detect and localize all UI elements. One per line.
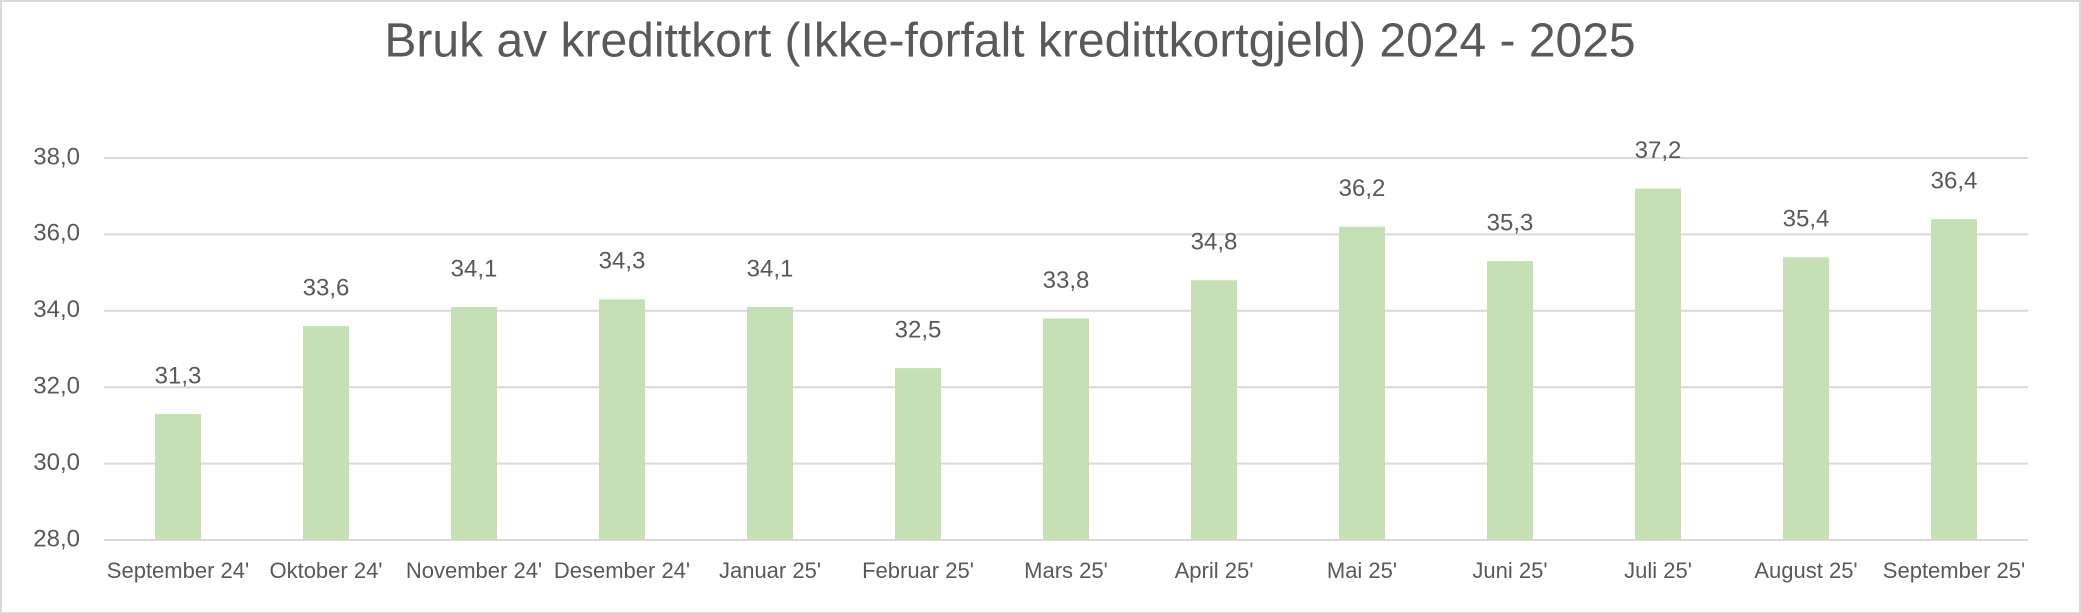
data-label: 32,5 [895, 316, 942, 343]
data-label: 36,2 [1339, 175, 1386, 202]
bar [1043, 318, 1089, 540]
y-tick-label: 38,0 [33, 143, 80, 170]
bar [155, 413, 201, 540]
bar [1783, 257, 1829, 540]
y-tick-label: 36,0 [33, 220, 80, 247]
x-tick-label: September 24' [107, 558, 249, 583]
x-tick-label: Desember 24' [554, 558, 690, 583]
data-label: 34,8 [1191, 229, 1238, 256]
x-tick-label: November 24' [406, 558, 542, 583]
data-label: 33,6 [303, 274, 350, 301]
x-tick-label: Januar 25' [719, 558, 821, 583]
data-label: 34,1 [451, 255, 498, 282]
bar [747, 306, 793, 540]
bar [1635, 188, 1681, 540]
data-label: 34,3 [599, 248, 646, 275]
bar [895, 368, 941, 540]
data-label: 31,3 [155, 362, 202, 389]
x-tick-label: Oktober 24' [269, 558, 382, 583]
x-tick-label: Februar 25' [862, 558, 974, 583]
y-tick-label: 28,0 [33, 525, 80, 552]
x-tick-label: September 25' [1883, 558, 2025, 583]
bar [1931, 219, 1977, 540]
data-label: 35,4 [1783, 206, 1830, 233]
data-label: 34,1 [747, 255, 794, 282]
x-tick-label: Juli 25' [1624, 558, 1692, 583]
x-tick-label: Mars 25' [1024, 558, 1108, 583]
bar [1487, 261, 1533, 540]
y-tick-label: 34,0 [33, 296, 80, 323]
y-tick-label: 30,0 [33, 449, 80, 476]
bar [303, 326, 349, 540]
data-label: 33,8 [1043, 267, 1090, 294]
data-label: 35,3 [1487, 209, 1534, 236]
x-tick-label: Juni 25' [1472, 558, 1547, 583]
bar [599, 299, 645, 540]
bar [1191, 280, 1237, 540]
bar [1339, 226, 1385, 540]
x-tick-label: August 25' [1754, 558, 1857, 583]
chart-title: Bruk av kredittkort (Ikke-forfalt kredit… [384, 15, 1635, 68]
y-tick-label: 32,0 [33, 373, 80, 400]
x-tick-label: April 25' [1175, 558, 1254, 583]
data-label: 37,2 [1635, 137, 1682, 164]
x-tick-label: Mai 25' [1327, 558, 1397, 583]
bar [451, 306, 497, 540]
data-label: 36,4 [1931, 167, 1978, 194]
